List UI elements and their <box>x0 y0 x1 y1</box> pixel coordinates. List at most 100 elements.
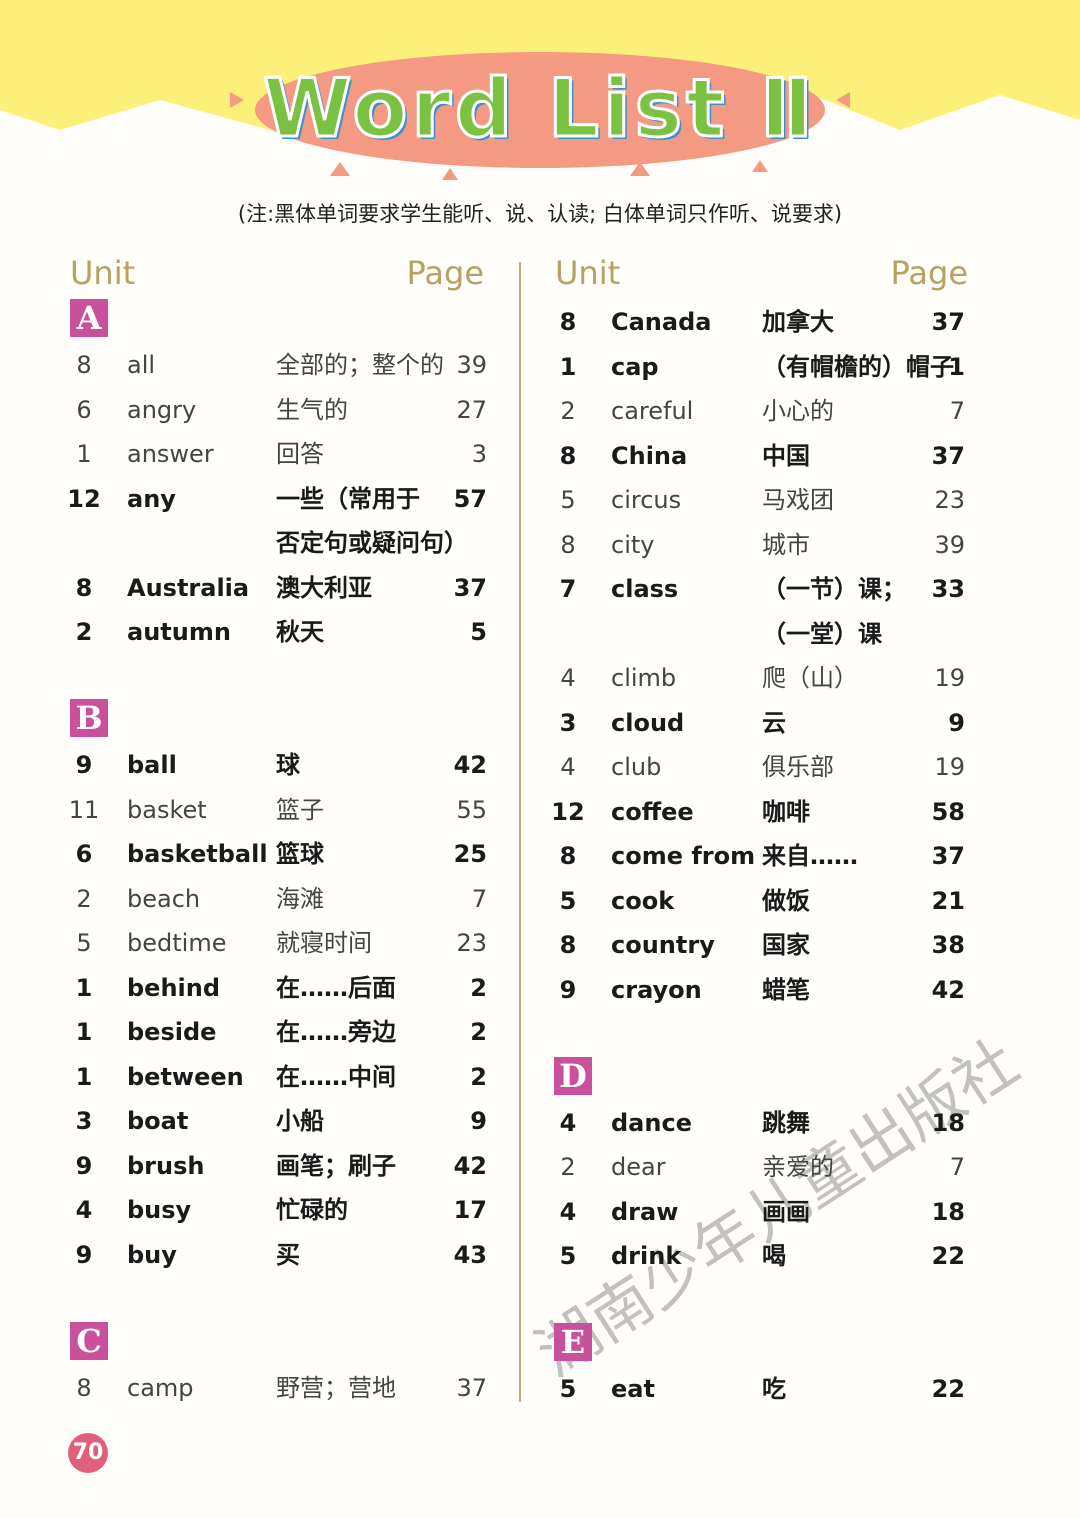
word: circus <box>611 486 682 514</box>
meaning: 跳舞 <box>762 1108 810 1137</box>
meaning: 球 <box>276 751 300 779</box>
page-ref: 42 <box>453 1151 487 1180</box>
word: boat <box>127 1107 189 1135</box>
page-ref: 21 <box>931 886 965 915</box>
unit-number: 5 <box>559 886 577 915</box>
word: brush <box>127 1151 205 1180</box>
unit-number: 9 <box>75 751 93 779</box>
meaning: 篮子 <box>276 795 324 824</box>
meaning: 画笔；刷子 <box>276 1151 396 1180</box>
meaning: 亲爱的 <box>762 1153 834 1181</box>
meaning: 秋天 <box>276 618 324 646</box>
page-ref: 42 <box>931 975 965 1004</box>
word: Canada <box>611 308 712 336</box>
unit-number: 12 <box>67 484 101 513</box>
word: club <box>611 753 662 781</box>
word: bedtime <box>127 929 227 957</box>
page-ref: 39 <box>456 351 487 379</box>
unit-number: 5 <box>560 486 576 514</box>
page-ref: 22 <box>931 1375 965 1403</box>
unit-number: 6 <box>76 395 92 424</box>
meaning: 来自…… <box>762 842 858 870</box>
page-ref: 39 <box>934 530 965 559</box>
unit-number: 8 <box>76 351 92 379</box>
unit-number: 3 <box>559 708 577 737</box>
page-ref: 9 <box>948 708 965 737</box>
unit-number: 8 <box>559 308 577 336</box>
word: buy <box>127 1240 177 1269</box>
page-ref: 43 <box>453 1240 487 1269</box>
meaning: 小船 <box>276 1107 324 1135</box>
page-ref: 37 <box>931 842 965 870</box>
unit-number: 4 <box>75 1196 93 1224</box>
page-ref: 55 <box>456 795 487 824</box>
unit-number: 4 <box>560 664 576 692</box>
page-ref: 19 <box>934 664 965 692</box>
word: dance <box>611 1108 692 1137</box>
page-ref: 2 <box>470 973 487 1002</box>
word: climb <box>611 664 677 692</box>
page-ref: 58 <box>931 797 965 826</box>
meaning: 买 <box>276 1240 300 1269</box>
word: China <box>611 441 688 470</box>
word: between <box>127 1062 244 1091</box>
word: Australia <box>127 573 250 602</box>
meaning: 吃 <box>762 1375 786 1403</box>
meaning: 马戏团 <box>762 486 834 514</box>
unit-number: 11 <box>68 795 100 824</box>
meaning: 做饭 <box>762 886 810 915</box>
unit-number: 4 <box>559 1108 577 1137</box>
word: beach <box>127 884 201 913</box>
unit-number: 5 <box>559 1375 577 1403</box>
unit-number: 4 <box>559 1197 577 1226</box>
unit-number: 9 <box>559 975 577 1004</box>
word: beside <box>127 1018 217 1046</box>
meaning: 小心的 <box>762 397 834 425</box>
page-ref: 57 <box>453 484 487 513</box>
page-ref: 37 <box>931 308 965 336</box>
page-ref: 7 <box>471 884 487 913</box>
word: cap <box>611 352 659 381</box>
meaning: 在……后面 <box>276 973 396 1002</box>
page-ref: 2 <box>470 1062 487 1091</box>
page-ref: 9 <box>470 1107 487 1135</box>
unit-number: 1 <box>75 1062 93 1091</box>
meaning: 海滩 <box>276 884 324 913</box>
unit-number: 2 <box>75 618 93 646</box>
meaning: 澳大利亚 <box>276 573 372 602</box>
section-letter: E <box>554 1323 592 1361</box>
unit-number: 9 <box>75 1240 93 1269</box>
meaning: 在……旁边 <box>276 1018 396 1046</box>
page-number: 70 <box>68 1433 108 1473</box>
page-ref: 19 <box>934 753 965 781</box>
meaning: （有帽檐的）帽子 <box>762 352 954 381</box>
page-ref: 3 <box>471 440 487 468</box>
meaning: 国家 <box>762 931 810 959</box>
meaning: 蜡笔 <box>762 975 810 1004</box>
unit-number: 8 <box>560 530 576 559</box>
word: basketball <box>127 840 268 868</box>
unit-number: 7 <box>559 575 577 603</box>
section-letter: D <box>554 1056 592 1095</box>
meaning: 就寝时间 <box>276 929 372 957</box>
unit-number: 8 <box>559 842 577 870</box>
meaning: 野营；营地 <box>276 1373 396 1402</box>
unit-number: 2 <box>76 884 92 913</box>
page-ref: 23 <box>456 929 487 957</box>
meaning: 画画 <box>762 1197 810 1226</box>
word: crayon <box>611 975 702 1004</box>
unit-number: 1 <box>75 1018 93 1046</box>
note: (注:黑体单词要求学生能听、说、认读; 白体单词只作听、说要求) <box>237 202 843 226</box>
unit-number: 3 <box>75 1107 93 1135</box>
word: eat <box>611 1375 655 1403</box>
meaning: 喝 <box>762 1242 786 1270</box>
word: all <box>127 351 156 379</box>
word: any <box>127 484 176 513</box>
unit-number: 2 <box>560 1153 576 1181</box>
page-ref: 1 <box>948 352 965 381</box>
word: cook <box>611 886 675 915</box>
unit-number: 1 <box>76 440 92 468</box>
unit-number: 4 <box>560 753 576 781</box>
meaning: 篮球 <box>276 840 324 868</box>
unit-number: 9 <box>75 1151 93 1180</box>
